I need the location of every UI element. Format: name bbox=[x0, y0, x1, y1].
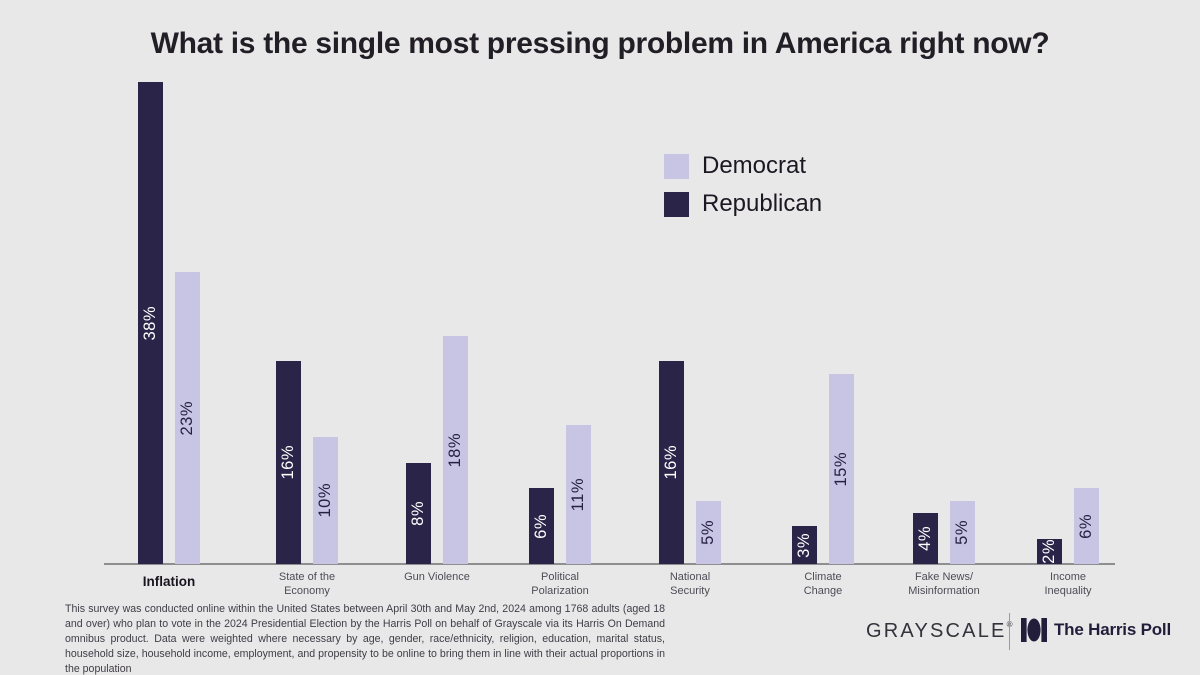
harris-poll-icon bbox=[1021, 618, 1047, 642]
bar-group-income-inequality: 2% 6% bbox=[1037, 488, 1099, 564]
bar-republican-political-polarization: 6% bbox=[529, 488, 554, 564]
bar-value-label-republican-national-security: 16% bbox=[662, 445, 681, 480]
legend-label-republican: Republican bbox=[702, 190, 823, 217]
category-label-income-inequality: Income Inequality bbox=[1044, 571, 1092, 598]
bar-value-label-republican-gun-violence: 8% bbox=[409, 501, 428, 526]
category-label-state-of-the-economy: State of the Economy bbox=[278, 571, 336, 598]
category-label-inflation: Inflation bbox=[142, 574, 196, 589]
bar-group-climate-change: 3% 15% bbox=[792, 374, 854, 564]
bar-democrat-national-security: 5% bbox=[696, 501, 721, 564]
bar-republican-state-of-the-economy: 16% bbox=[276, 361, 301, 564]
legend-label-democrat: Democrat bbox=[702, 152, 807, 179]
bar-democrat-income-inequality: 6% bbox=[1074, 488, 1099, 564]
bar-group-fake-news-misinformation: 4% 5% bbox=[913, 501, 975, 564]
bar-group-gun-violence: 8% 18% bbox=[406, 336, 468, 564]
category-label-fake-news-misinformation: Fake News/Misinformation bbox=[908, 571, 980, 598]
bar-democrat-state-of-the-economy: 10% bbox=[313, 437, 338, 564]
category-label-gun-violence: Gun Violence bbox=[404, 571, 470, 583]
bar-republican-national-security: 16% bbox=[659, 361, 684, 564]
chart-title: What is the single most pressing problem… bbox=[150, 27, 1050, 60]
legend-swatch-republican bbox=[664, 191, 689, 217]
bar-value-label-republican-income-inequality: 2% bbox=[1040, 539, 1059, 564]
brand-divider bbox=[1009, 613, 1010, 650]
bar-group-political-polarization: 6% 11% bbox=[529, 425, 591, 564]
bar-value-label-democrat-state-of-the-economy: 10% bbox=[316, 483, 335, 518]
x-axis-line bbox=[104, 563, 1115, 565]
bar-democrat-climate-change: 15% bbox=[829, 374, 854, 564]
bar-republican-climate-change: 3% bbox=[792, 526, 817, 564]
bar-value-label-republican-state-of-the-economy: 16% bbox=[279, 445, 298, 480]
bar-republican-income-inequality: 2% bbox=[1037, 539, 1062, 564]
bar-value-label-republican-inflation: 38% bbox=[141, 305, 160, 341]
legend-row-republican: Republican bbox=[664, 190, 822, 218]
survey-disclaimer: This survey was conducted online within … bbox=[65, 603, 665, 675]
legend-row-democrat: Democrat bbox=[664, 152, 822, 180]
category-label-climate-change: Climate Change bbox=[803, 571, 843, 598]
bar-value-label-republican-climate-change: 3% bbox=[795, 532, 814, 558]
category-label-national-security: National Security bbox=[669, 571, 711, 598]
bar-democrat-fake-news-misinformation: 5% bbox=[950, 501, 975, 564]
bar-group-inflation: 38% 23% bbox=[138, 82, 200, 564]
bar-value-label-democrat-fake-news-misinformation: 5% bbox=[953, 520, 972, 545]
bar-group-state-of-the-economy: 16% 10% bbox=[276, 361, 338, 564]
harris-poll-wordmark: The Harris Poll bbox=[1054, 620, 1171, 639]
bar-democrat-inflation: 23% bbox=[175, 272, 200, 564]
bar-democrat-gun-violence: 18% bbox=[443, 336, 468, 564]
bar-value-label-democrat-climate-change: 15% bbox=[832, 451, 851, 487]
bar-value-label-democrat-gun-violence: 18% bbox=[446, 432, 465, 468]
bar-value-label-republican-political-polarization: 6% bbox=[532, 513, 551, 539]
bar-republican-gun-violence: 8% bbox=[406, 463, 431, 564]
bar-value-label-democrat-political-polarization: 11% bbox=[569, 477, 588, 512]
bar-republican-fake-news-misinformation: 4% bbox=[913, 513, 938, 564]
harris-poll-logo: The Harris Poll bbox=[1021, 615, 1171, 645]
bar-value-label-democrat-national-security: 5% bbox=[699, 520, 718, 545]
grayscale-wordmark: GRAYSCALE bbox=[866, 620, 1007, 642]
bar-value-label-democrat-inflation: 23% bbox=[178, 400, 197, 436]
legend: Democrat Republican bbox=[664, 152, 822, 218]
bar-democrat-political-polarization: 11% bbox=[566, 425, 591, 564]
bar-value-label-republican-fake-news-misinformation: 4% bbox=[916, 526, 935, 551]
bar-republican-inflation: 38% bbox=[138, 82, 163, 564]
legend-swatch-democrat bbox=[664, 153, 689, 179]
grayscale-logo: GRAYSCALE® bbox=[866, 620, 1013, 643]
bar-value-label-democrat-income-inequality: 6% bbox=[1077, 513, 1096, 539]
bar-group-national-security: 16% 5% bbox=[659, 361, 721, 564]
category-label-political-polarization: Political Polarization bbox=[531, 571, 589, 598]
